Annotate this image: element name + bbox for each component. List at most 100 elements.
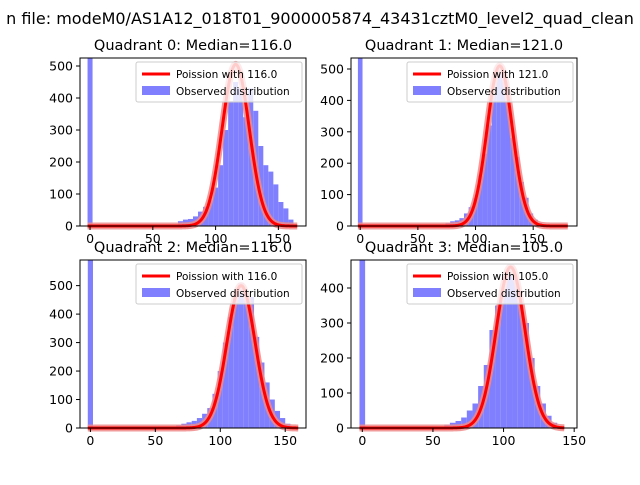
x-tick-label: 100 [204,231,228,246]
histogram-bar [517,302,524,428]
histogram-bar [228,316,234,428]
histogram-bar [489,330,496,428]
legend-bar-swatch [413,86,441,95]
x-tick-label: 50 [147,433,163,448]
x-tick-label: 0 [356,231,364,246]
x-tick-label: 150 [273,433,297,448]
histogram-bar [217,371,223,428]
histogram-bar [506,274,513,428]
histogram-bar [512,277,518,428]
histogram-bar [263,165,269,226]
histogram-bar [487,125,492,226]
histogram-bar [223,130,229,226]
y-tick-label: 100 [49,392,73,407]
legend-bar-swatch [142,288,170,297]
y-tick-label: 500 [320,61,344,76]
figure-title: n file: modeM0/AS1A12_018T01_9000005874_… [6,9,634,29]
legend-bar-swatch [142,86,170,95]
panel-title: Quadrant 0: Median=116.0 [94,38,292,54]
y-tick-label: 300 [49,335,73,350]
histogram-bar [523,323,529,428]
x-tick-label: 50 [145,231,161,246]
legend-label: Poission with 116.0 [176,69,277,81]
x-tick-label: 150 [266,231,290,246]
x-tick-label: 0 [86,231,94,246]
histogram-bar [500,72,506,226]
histogram-bar [514,156,520,226]
axes-frame [79,259,307,429]
histogram-bar [283,208,289,226]
x-tick-label: 50 [410,231,426,246]
axes-frame [350,57,578,227]
histogram-bar [238,88,244,227]
histogram-bar [496,68,501,226]
y-tick-label: 200 [320,351,344,366]
y-tick-label: 400 [320,93,344,108]
legend-box [135,263,303,305]
x-tick-label: 0 [358,433,366,448]
y-tick-label: 0 [336,219,344,234]
y-tick-label: 500 [49,59,73,74]
poisson-curve-halo [84,282,302,432]
histogram-bar [273,184,279,226]
legend-bar-swatch [413,288,441,297]
legend: Poission with 105.0 Observed distribution [406,263,574,305]
histogram-bar [482,153,488,226]
histogram-bar [357,58,363,226]
legend-box [406,61,574,103]
x-tick-label: 150 [562,433,586,448]
x-tick-label: 100 [464,231,488,246]
y-tick-label: 300 [49,123,73,138]
x-tick-label: 0 [86,433,94,448]
panel-title: Quadrant 1: Median=121.0 [365,38,563,54]
histogram-bar [213,187,219,226]
y-tick-label: 500 [49,278,73,293]
histogram-bar [238,282,244,428]
axes-frame [79,57,307,227]
chart-panel-3: Quadrant 3: Median=105.0 0 50 100 150 0 100 200… [320,240,586,448]
y-tick-label: 200 [49,364,73,379]
histogram-bar [461,417,467,428]
legend-box [135,61,303,103]
x-tick-label: 100 [208,433,232,448]
y-tick-label: 100 [49,187,73,202]
panel-title: Quadrant 3: Median=105.0 [365,240,563,256]
histogram-bar [477,175,483,226]
histogram-bar [505,97,511,226]
histogram-bar [495,305,501,428]
chart-panel-0: Quadrant 0: Median=116.0 0 50 100 150 0 100 200… [49,38,307,246]
axes-frame [350,259,578,429]
y-tick-label: 0 [65,421,73,436]
histogram-bar [87,58,93,226]
y-tick-label: 0 [336,421,344,436]
histogram-bar [233,82,239,226]
histogram-bar [528,358,535,428]
legend-label: Poission with 116.0 [176,271,277,283]
histogram-bar [228,101,234,226]
legend-label: Observed distribution [176,86,290,98]
histogram-bar [466,410,473,428]
y-tick-label: 400 [49,307,73,322]
histogram-bar [233,299,239,428]
histogram-bar [243,291,249,428]
y-tick-label: 0 [65,219,73,234]
histogram-bar [254,336,260,428]
panel-title: Quadrant 2: Median=116.0 [94,240,292,256]
legend-label: Observed distribution [447,86,561,98]
histogram-bar [87,260,93,428]
x-tick-label: 100 [492,433,516,448]
histogram-bar [243,117,249,226]
histogram-bar [500,291,507,428]
chart-panel-1: Quadrant 1: Median=121.0 0 50 100 150 0 100 200… [320,38,578,246]
histogram-bar [359,260,366,428]
y-tick-label: 100 [320,187,344,202]
legend-label: Poission with 105.0 [447,271,548,283]
x-tick-label: 150 [521,231,545,246]
y-tick-label: 200 [49,155,73,170]
y-tick-label: 300 [320,124,344,139]
histogram-bar [208,200,214,226]
histogram-bar [222,342,229,428]
histogram-bar [248,297,255,428]
y-tick-label: 400 [49,91,73,106]
